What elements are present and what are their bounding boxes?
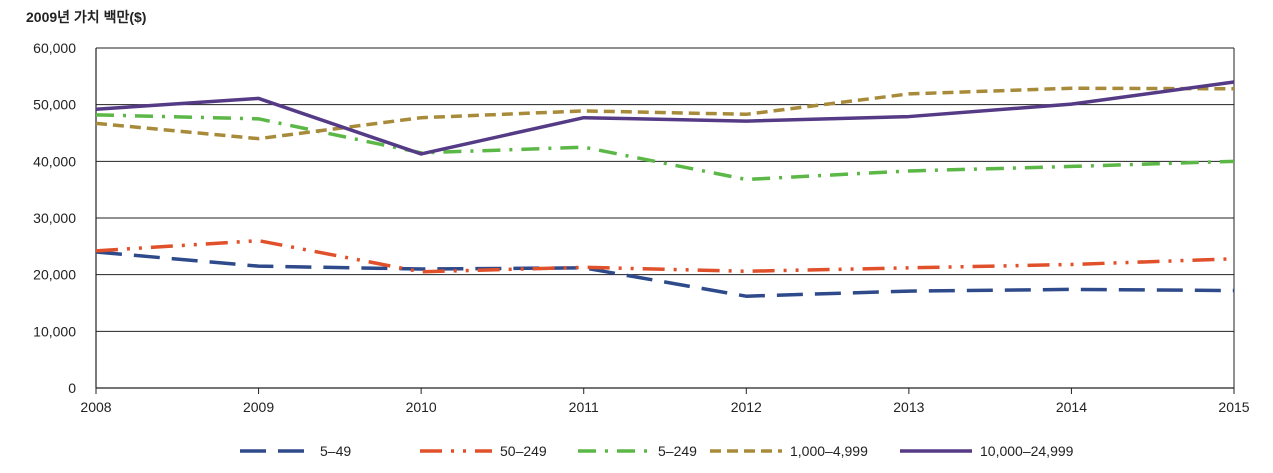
legend: 5–49 50–249 5–249 1,000–4,999 10,000–24,999: [240, 443, 1074, 459]
x-tick-label: 2008: [80, 399, 111, 415]
legend-label: 5–249: [658, 443, 697, 459]
legend-label: 50–249: [500, 443, 547, 459]
series-line: [95, 80, 1235, 156]
y-axis-title: 2009년 가치 백만($): [26, 9, 146, 25]
series-lines: [95, 80, 1235, 298]
series-line: [95, 250, 1235, 298]
series-line: [95, 238, 1235, 274]
x-tick-label: 2014: [1056, 399, 1087, 415]
y-tick-label: 10,000: [33, 323, 76, 339]
gridlines: [96, 47, 1234, 332]
x-tick-label: 2010: [406, 399, 437, 415]
y-tick-label: 30,000: [33, 210, 76, 226]
x-tick-label: 2013: [893, 399, 924, 415]
series-line: [95, 113, 1235, 182]
legend-label: 5–49: [320, 443, 351, 459]
x-tick-label: 2015: [1218, 399, 1249, 415]
x-tick-label: 2009: [243, 399, 274, 415]
y-tick-label: 0: [68, 380, 76, 396]
legend-label: 1,000–4,999: [790, 443, 868, 459]
y-tick-label: 50,000: [33, 97, 76, 113]
y-tick-label: 20,000: [33, 267, 76, 283]
axes: 0 10,000 20,000 30,000 40,000 50,000 60,000 200…: [33, 40, 1250, 415]
y-tick-label: 60,000: [33, 40, 76, 56]
x-tick-label: 2012: [731, 399, 762, 415]
legend-label: 10,000–24,999: [980, 443, 1074, 459]
y-tick-label: 40,000: [33, 153, 76, 169]
series-line: [95, 86, 1235, 141]
x-tick-label: 2011: [569, 399, 599, 415]
